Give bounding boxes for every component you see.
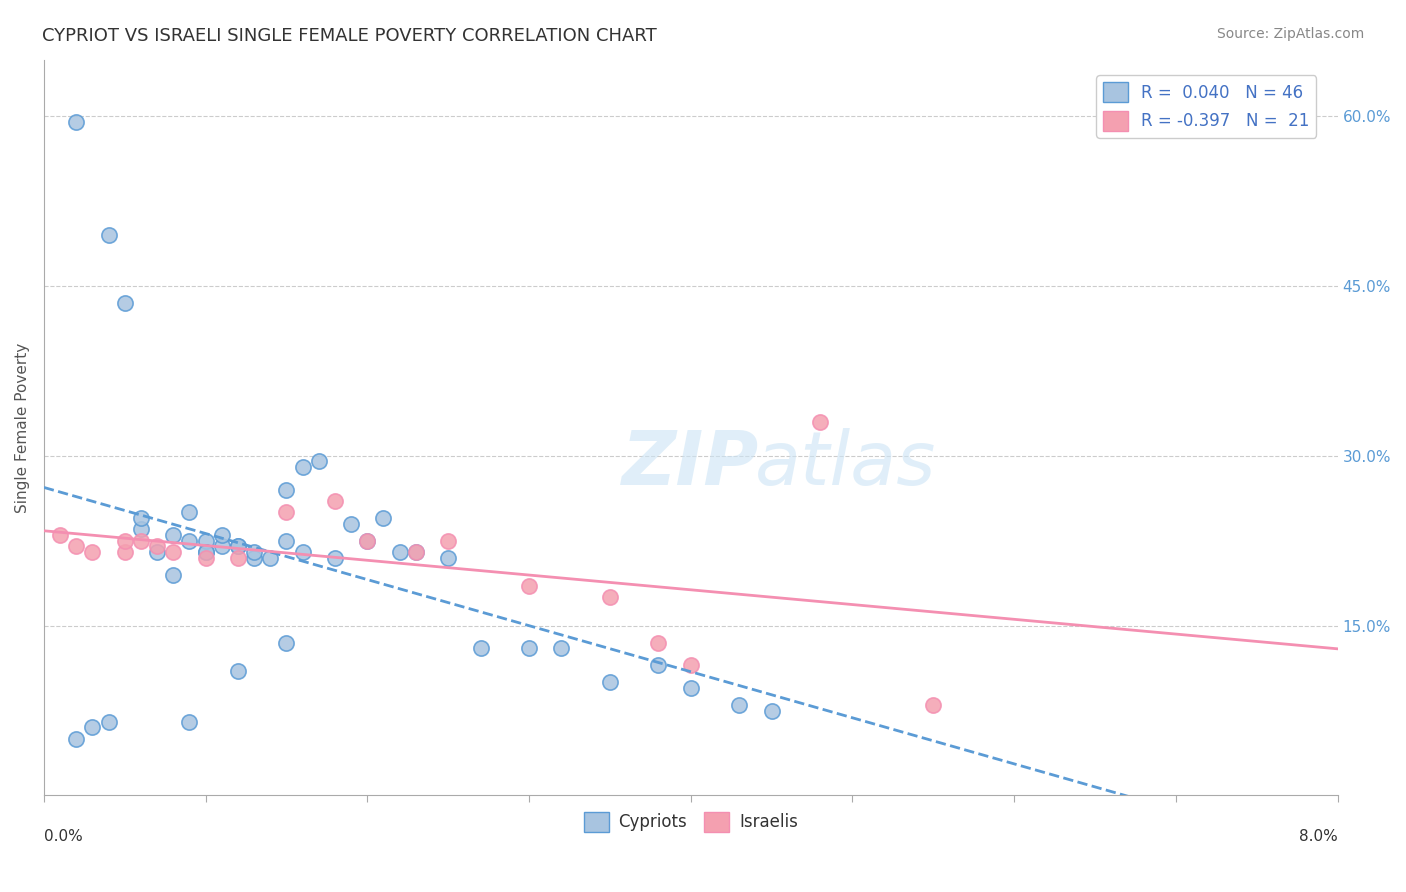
- Point: [194, 545, 217, 559]
- Text: 8.0%: 8.0%: [1299, 829, 1337, 844]
- Y-axis label: Single Female Poverty: Single Female Poverty: [15, 343, 30, 513]
- Point: [808, 415, 831, 429]
- Point: [276, 635, 298, 649]
- Point: [194, 533, 217, 548]
- Point: [550, 641, 572, 656]
- Point: [82, 545, 104, 559]
- Point: [114, 533, 136, 548]
- Point: [226, 540, 249, 554]
- Point: [323, 494, 346, 508]
- Point: [194, 550, 217, 565]
- Point: [243, 545, 266, 559]
- Point: [470, 641, 492, 656]
- Point: [65, 540, 87, 554]
- Point: [162, 528, 184, 542]
- Point: [340, 516, 363, 531]
- Point: [226, 664, 249, 678]
- Text: CYPRIOT VS ISRAELI SINGLE FEMALE POVERTY CORRELATION CHART: CYPRIOT VS ISRAELI SINGLE FEMALE POVERTY…: [42, 27, 657, 45]
- Point: [437, 533, 460, 548]
- Point: [276, 533, 298, 548]
- Point: [243, 550, 266, 565]
- Point: [517, 579, 540, 593]
- Point: [373, 511, 395, 525]
- Point: [129, 522, 152, 536]
- Point: [323, 550, 346, 565]
- Point: [97, 228, 120, 243]
- Point: [276, 483, 298, 497]
- Point: [65, 115, 87, 129]
- Point: [114, 296, 136, 310]
- Point: [405, 545, 427, 559]
- Point: [129, 511, 152, 525]
- Point: [259, 550, 281, 565]
- Point: [276, 505, 298, 519]
- Point: [226, 540, 249, 554]
- Point: [65, 731, 87, 746]
- Point: [761, 704, 783, 718]
- Text: ZIP: ZIP: [621, 428, 759, 500]
- Legend: Cypriots, Israelis: Cypriots, Israelis: [576, 805, 804, 838]
- Text: atlas: atlas: [755, 428, 936, 500]
- Point: [388, 545, 411, 559]
- Point: [647, 658, 669, 673]
- Point: [356, 533, 378, 548]
- Point: [146, 545, 169, 559]
- Point: [162, 545, 184, 559]
- Point: [129, 533, 152, 548]
- Point: [179, 533, 201, 548]
- Point: [291, 460, 314, 475]
- Point: [599, 591, 621, 605]
- Point: [82, 721, 104, 735]
- Point: [728, 698, 751, 712]
- Point: [211, 528, 233, 542]
- Point: [922, 698, 945, 712]
- Point: [308, 454, 330, 468]
- Point: [179, 505, 201, 519]
- Point: [599, 675, 621, 690]
- Point: [647, 635, 669, 649]
- Point: [49, 528, 72, 542]
- Text: 0.0%: 0.0%: [44, 829, 83, 844]
- Point: [211, 540, 233, 554]
- Point: [405, 545, 427, 559]
- Point: [437, 550, 460, 565]
- Point: [356, 533, 378, 548]
- Text: Source: ZipAtlas.com: Source: ZipAtlas.com: [1216, 27, 1364, 41]
- Point: [517, 641, 540, 656]
- Point: [679, 658, 702, 673]
- Point: [226, 550, 249, 565]
- Point: [194, 545, 217, 559]
- Point: [679, 681, 702, 695]
- Point: [179, 714, 201, 729]
- Point: [97, 714, 120, 729]
- Point: [114, 545, 136, 559]
- Point: [146, 540, 169, 554]
- Point: [162, 567, 184, 582]
- Point: [291, 545, 314, 559]
